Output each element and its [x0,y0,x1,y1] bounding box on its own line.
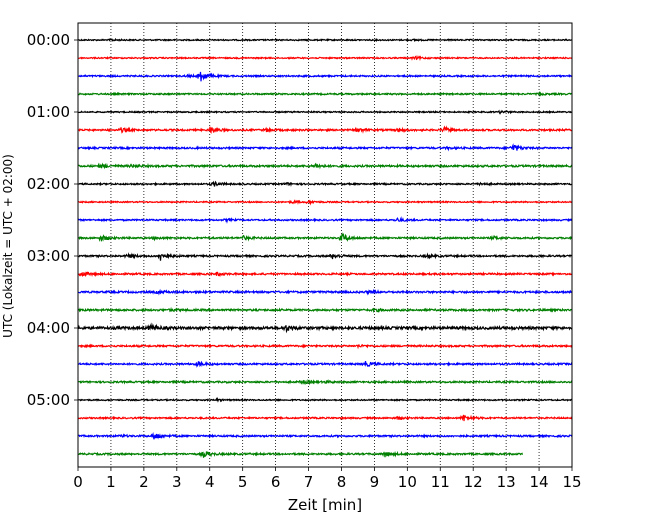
y-tick-label: 05:00 [27,391,70,409]
y-tick-label: 03:00 [27,247,70,265]
trace-0315 [78,271,573,278]
y-tick-label: 04:00 [27,319,70,337]
trace-0345 [78,306,573,314]
trace-0045 [78,91,573,98]
x-tick-label: 15 [562,473,581,491]
x-tick-label: 2 [139,473,149,491]
x-tick-label: 13 [497,473,516,491]
trace-0515 [78,414,573,422]
trace-0030 [78,71,573,82]
x-tick-label: 6 [271,473,281,491]
trace-0100 [78,109,573,115]
y-axis-label: UTC (Lokalzeit = UTC + 02:00) [1,154,15,338]
trace-0400 [77,322,573,334]
trace-0230 [78,216,573,224]
x-axis-label: Zeit [min] [288,496,362,514]
y-tick-label: 00:00 [27,31,70,49]
trace-0445 [78,378,573,386]
traces [77,37,573,458]
x-tick-label: 4 [205,473,215,491]
trace-0145 [78,162,573,170]
trace-0330 [78,288,573,296]
trace-0545 [78,450,524,458]
x-tick-label: 5 [238,473,248,491]
x-tick-label: 14 [530,473,549,491]
trace-0430 [78,360,573,368]
x-tick-label: 7 [304,473,314,491]
trace-0115 [78,125,573,134]
trace-0500 [78,396,573,403]
trace-0415 [78,343,573,350]
x-tick-label: 1 [106,473,116,491]
x-tick-label: 10 [398,473,417,491]
trace-0200 [78,180,573,187]
x-tick-label: 3 [172,473,182,491]
trace-0015 [78,55,573,62]
x-tick-label: 9 [370,473,380,491]
trace-0530 [78,431,573,440]
trace-0130 [77,143,573,152]
grid [110,23,540,467]
trace-0000 [78,37,573,43]
plot-frame [77,22,573,468]
x-tick-label: 0 [73,473,83,491]
x-tick-label: 11 [431,473,450,491]
axes: 0 1 2 3 4 5 6 7 8 9 10 11 12 13 14 1500:0001:0002:0003:… [27,22,582,491]
trace-0245 [78,232,573,242]
trace-0215 [78,199,573,206]
x-tick-label: 8 [337,473,347,491]
y-tick-label: 01:00 [27,103,70,121]
trace-0300 [78,252,573,261]
y-tick-label: 02:00 [27,175,70,193]
x-tick-label: 12 [464,473,483,491]
